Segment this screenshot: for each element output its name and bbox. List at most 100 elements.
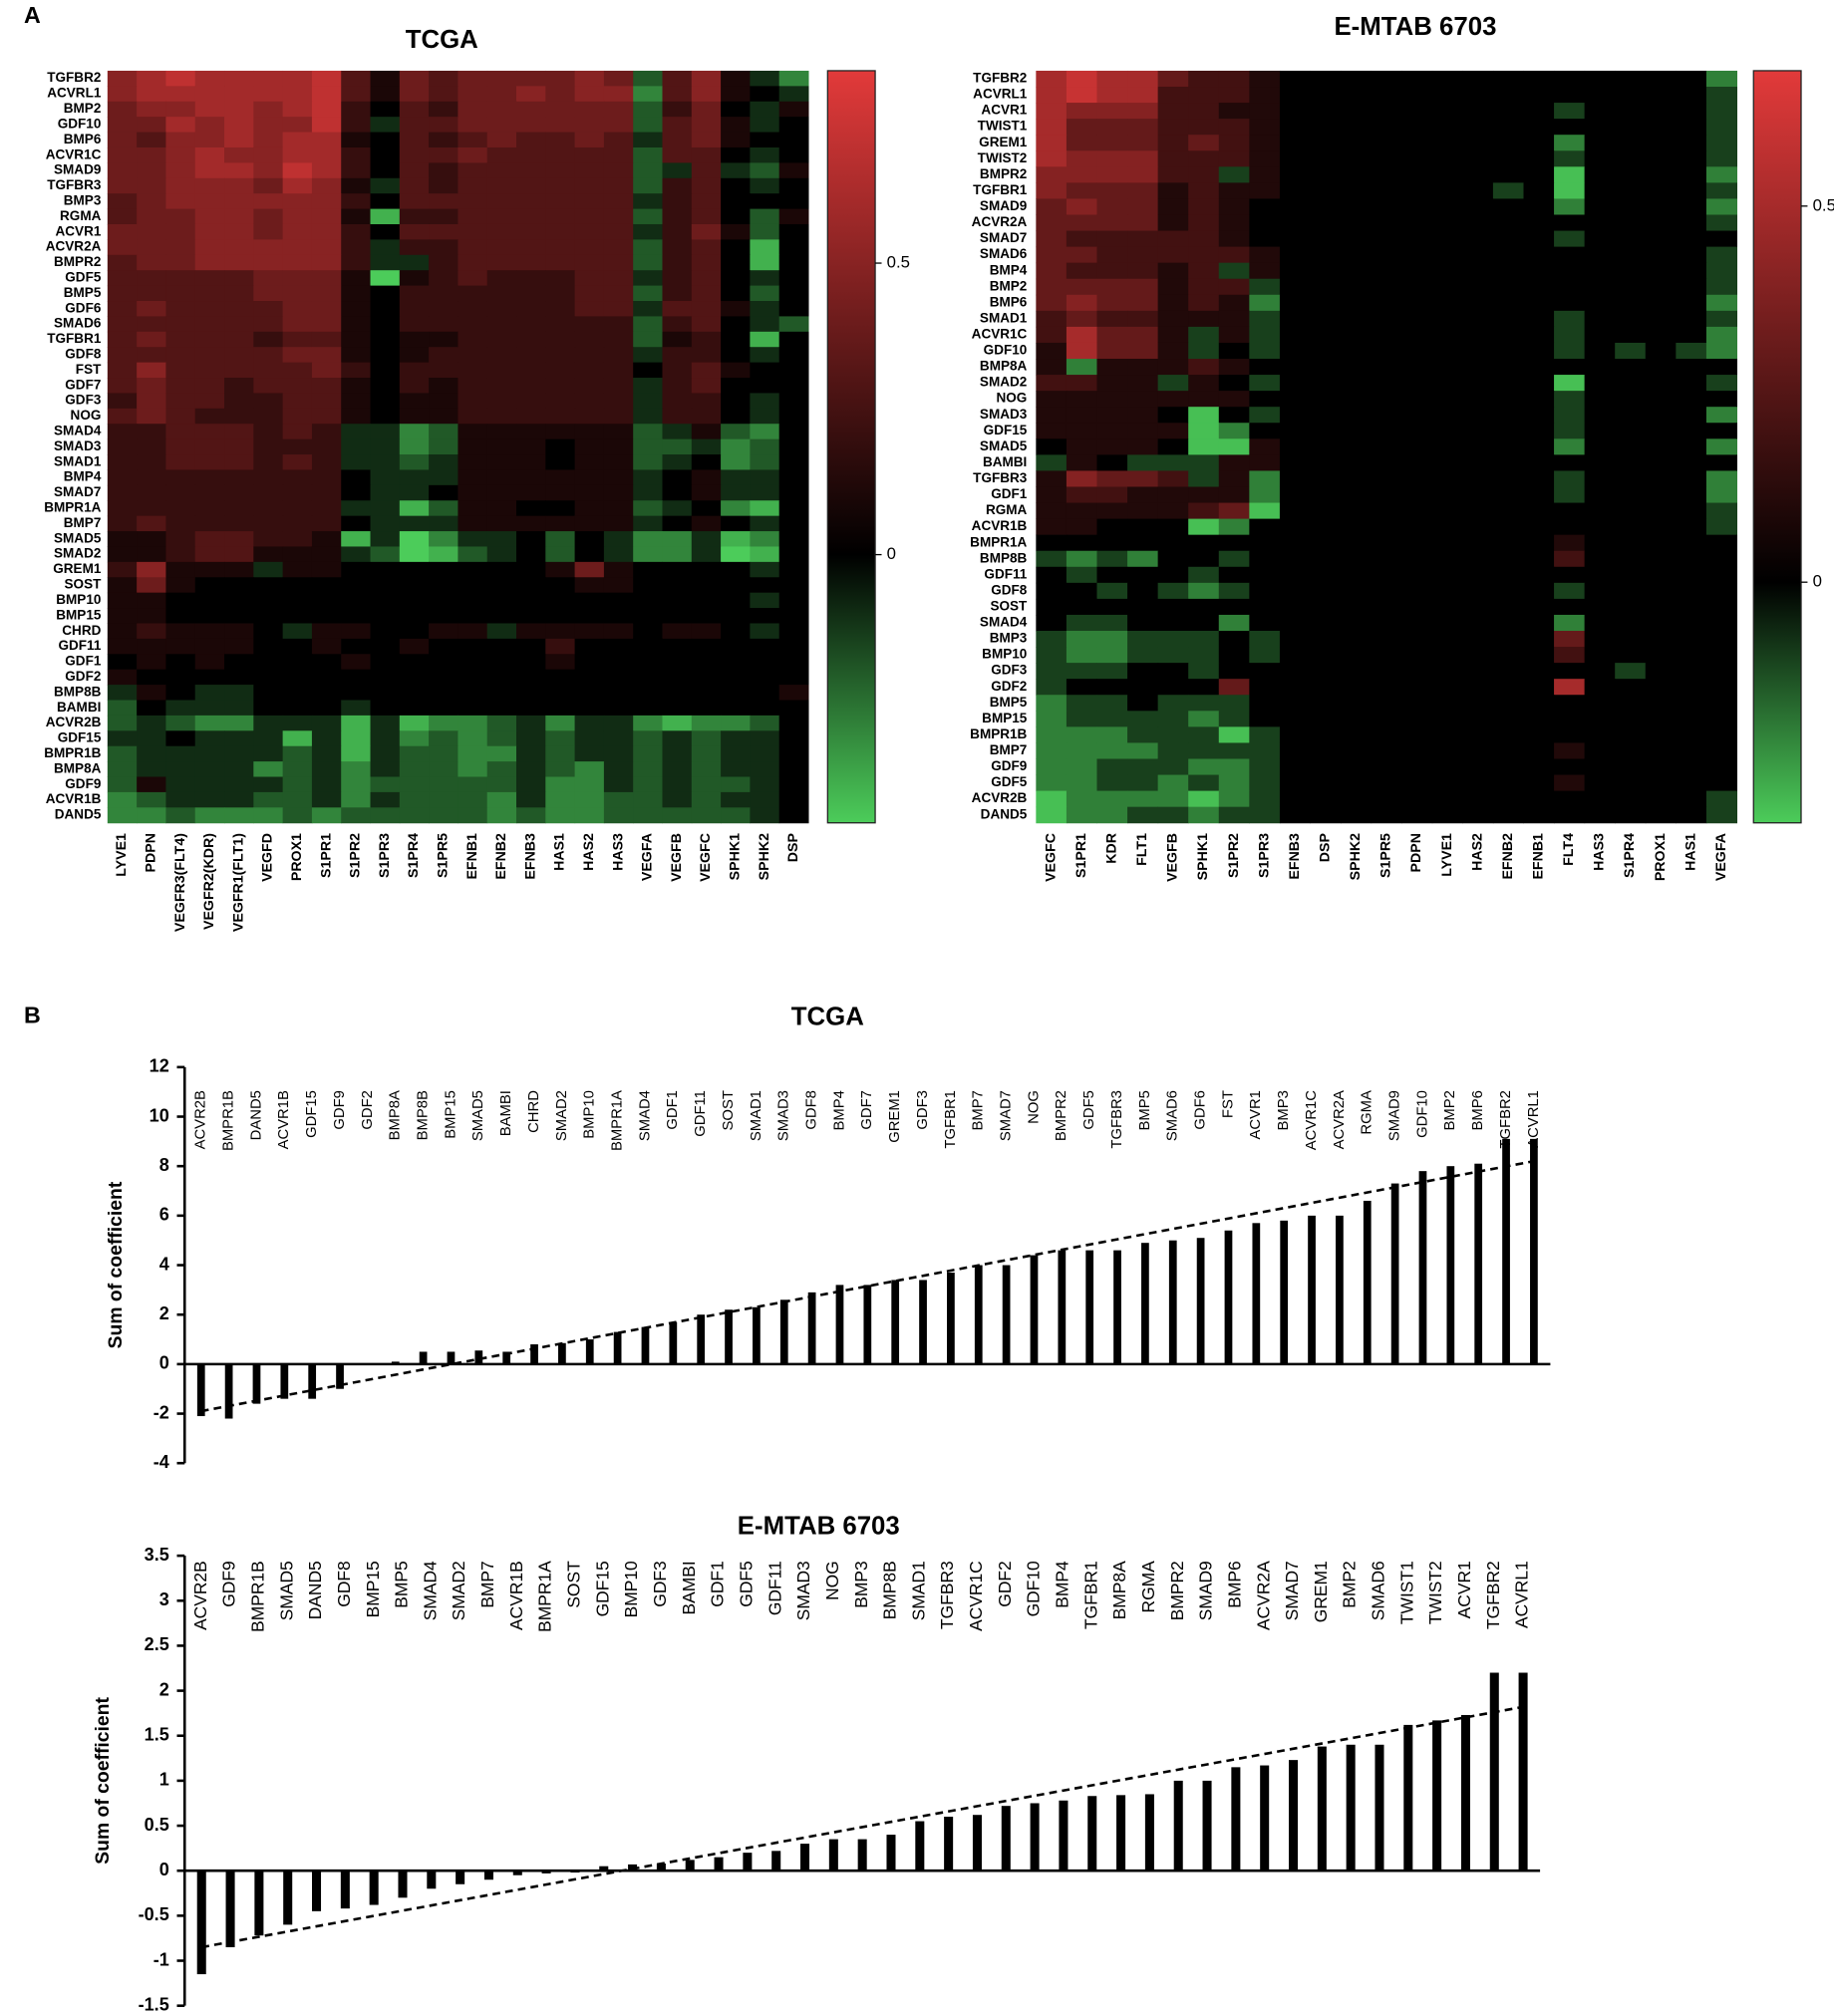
heatmap-cell xyxy=(1066,246,1098,264)
heatmap-cell xyxy=(107,254,138,271)
heatmap-cell xyxy=(311,531,342,547)
heatmap-cell xyxy=(662,608,693,624)
heatmap-cell xyxy=(486,623,517,640)
heatmap-cell xyxy=(662,347,693,364)
heatmap-cell xyxy=(1554,135,1586,151)
heatmap-cell xyxy=(1645,631,1677,648)
heatmap-cell xyxy=(516,715,546,731)
heatmap-cell xyxy=(1127,135,1159,151)
heatmap-cell xyxy=(1492,182,1525,199)
heatmap-cell xyxy=(633,700,664,717)
heatmap-cell xyxy=(253,316,284,333)
heatmap-cell xyxy=(1188,582,1220,600)
row-label: NOG xyxy=(71,408,102,423)
heatmap-cell xyxy=(1249,647,1281,664)
heatmap-cell xyxy=(1462,87,1494,104)
heatmap-cell xyxy=(1157,407,1189,424)
heatmap-cell xyxy=(137,745,166,762)
heatmap-cell xyxy=(107,608,138,624)
heatmap-cell xyxy=(750,424,780,440)
heatmap-cell xyxy=(429,408,458,425)
heatmap-cell xyxy=(1431,262,1463,280)
heatmap-cell xyxy=(1341,182,1373,199)
heatmap-cell xyxy=(750,146,780,163)
heatmap-cell xyxy=(721,469,751,486)
heatmap-cell xyxy=(370,270,401,287)
heatmap-cell xyxy=(486,669,517,686)
bar xyxy=(1196,1238,1205,1364)
heatmap-cell xyxy=(1645,758,1677,776)
bar xyxy=(1489,1672,1499,1872)
heatmap-cell xyxy=(107,70,138,87)
heatmap-cell xyxy=(429,807,458,824)
heatmap-cell xyxy=(253,500,284,517)
heatmap-cell xyxy=(370,776,401,793)
heatmap-cell xyxy=(107,484,138,501)
heatmap-cell xyxy=(1188,262,1220,280)
row-label: ACVR1 xyxy=(981,103,1027,118)
heatmap-cell xyxy=(107,146,138,163)
heatmap-cell xyxy=(1462,758,1494,776)
bar xyxy=(1030,1803,1040,1872)
heatmap-cell xyxy=(282,454,313,470)
heatmap-cell xyxy=(1676,470,1707,487)
heatmap-cell xyxy=(633,791,664,808)
heatmap-cell xyxy=(137,685,166,702)
heatmap-cell xyxy=(1127,230,1159,248)
column-label: VEGFR2(KDR) xyxy=(201,833,217,930)
heatmap-cell xyxy=(778,132,809,148)
heatmap-cell xyxy=(1157,566,1189,584)
heatmap-cell xyxy=(1705,182,1738,199)
heatmap-cell xyxy=(1431,310,1463,328)
heatmap-cell xyxy=(1676,679,1707,696)
heatmap-cell xyxy=(1523,278,1555,296)
heatmap-cell xyxy=(1096,294,1128,312)
heatmap-cell xyxy=(253,270,284,287)
heatmap-cell xyxy=(137,700,166,717)
heatmap-cell xyxy=(1401,70,1433,88)
heatmap-cell xyxy=(1523,423,1555,439)
heatmap-cell xyxy=(1218,742,1250,759)
heatmap-cell xyxy=(1462,375,1494,392)
heatmap-cell xyxy=(1492,438,1525,455)
row-label: SMAD1 xyxy=(54,453,102,468)
heatmap-cell xyxy=(721,715,751,731)
heatmap-cell xyxy=(1401,582,1433,600)
heatmap-cell xyxy=(1615,742,1647,759)
heatmap-cell xyxy=(253,608,284,624)
heatmap-cell xyxy=(778,70,809,87)
row-label: BMP7 xyxy=(990,742,1028,757)
heatmap-cell xyxy=(545,500,576,517)
heatmap-cell xyxy=(1341,262,1373,280)
heatmap-cell xyxy=(194,193,225,210)
heatmap-cell xyxy=(633,301,664,317)
heatmap-cell xyxy=(574,193,605,210)
heatmap-cell xyxy=(1615,119,1647,136)
heatmap-cell xyxy=(194,162,225,179)
heatmap-cell xyxy=(370,362,401,379)
heatmap-cell xyxy=(224,70,254,87)
bar xyxy=(1173,1780,1183,1872)
heatmap-cell xyxy=(633,685,664,702)
bar xyxy=(558,1342,566,1364)
heatmap-cell xyxy=(1279,534,1312,552)
heatmap-cell xyxy=(1218,454,1250,471)
heatmap-cell xyxy=(1218,326,1250,344)
heatmap-cell xyxy=(253,162,284,179)
heatmap-cell xyxy=(1341,774,1373,792)
heatmap-cell xyxy=(458,331,488,348)
heatmap-cell xyxy=(282,101,313,118)
heatmap-cell xyxy=(1462,246,1494,264)
heatmap-cell xyxy=(1036,182,1068,199)
heatmap-cell xyxy=(1249,423,1281,439)
heatmap-cell xyxy=(1676,294,1707,312)
heatmap-cell xyxy=(1249,198,1281,216)
heatmap-cell xyxy=(574,285,605,302)
heatmap-cell xyxy=(1279,663,1312,680)
heatmap-cell xyxy=(165,117,196,134)
heatmap-cell xyxy=(750,561,780,578)
heatmap-cell xyxy=(1645,711,1677,727)
heatmap-cell xyxy=(341,546,372,563)
heatmap-cell xyxy=(311,438,342,455)
category-label: RGMA xyxy=(1138,1561,1158,1613)
